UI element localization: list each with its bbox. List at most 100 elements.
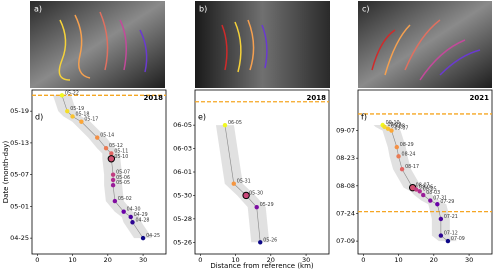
data-point xyxy=(110,183,116,188)
data-point xyxy=(110,177,116,183)
panel-label: a) xyxy=(34,5,42,14)
y-tick-label: 05-13 xyxy=(10,139,29,147)
panel-label: e) xyxy=(198,113,206,122)
uncertainty-band xyxy=(52,95,153,239)
x-tick-label: 10 xyxy=(231,256,239,264)
point-label: 08-07 xyxy=(416,183,430,189)
chart-panel: 0 10 20 3007-0907-2408-0808-2309-0709-1009-… xyxy=(336,89,493,264)
point-label: 08-17 xyxy=(405,164,419,170)
y-tick-label: 05-01 xyxy=(10,202,29,210)
point-label: 05-12 xyxy=(109,143,123,149)
data-point xyxy=(231,181,236,186)
data-point xyxy=(421,192,426,198)
image-a: a) xyxy=(30,1,165,88)
point-label: 05-11 xyxy=(114,148,128,154)
y-tick-label: 07-09 xyxy=(336,237,355,245)
point-label: 06-05 xyxy=(228,120,242,126)
point-label: 08-29 xyxy=(400,142,414,148)
point-label: 05-02 xyxy=(118,196,132,202)
point-label: 05-07 xyxy=(116,170,130,176)
data-point xyxy=(435,202,440,207)
point-label: 04-28 xyxy=(136,217,150,223)
point-label: 05-17 xyxy=(84,117,98,123)
data-point xyxy=(130,220,135,225)
chart-panel: 0 10 20 30 05-26 05-28 05-30 06-01 06-03 06-05 06-… xyxy=(173,89,330,270)
point-label: 04-29 xyxy=(134,212,148,218)
x-tick-label: 0 xyxy=(35,256,39,264)
point-label: 08-03 xyxy=(426,190,440,196)
data-point xyxy=(65,108,70,114)
point-label: 07-21 xyxy=(444,214,458,220)
y-tick-label: 05-30 xyxy=(173,191,192,199)
data-point xyxy=(79,119,84,124)
x-tick-label: 10 xyxy=(394,256,402,264)
data-point xyxy=(103,145,109,151)
point-label: 08-06 xyxy=(419,185,433,191)
data-point xyxy=(445,238,451,244)
y-tick-label: 08-08 xyxy=(336,182,355,190)
data-point xyxy=(394,144,399,150)
plot-area xyxy=(357,89,493,255)
x-tick-label: 10 xyxy=(68,256,76,264)
point-label: 08-24 xyxy=(402,151,416,157)
trend-line xyxy=(61,95,144,239)
point-label: 05-06 xyxy=(116,175,130,181)
data-point xyxy=(413,187,419,192)
y-tick-label: 09-07 xyxy=(336,127,355,135)
x-tick-label: 0 xyxy=(361,256,365,264)
y-tick-label: 08-23 xyxy=(336,154,355,162)
data-point xyxy=(128,214,133,220)
point-label: 07-12 xyxy=(444,231,458,237)
point-label: 05-31 xyxy=(237,179,251,185)
x-tick-label: 0 xyxy=(198,256,202,264)
panel-label: b) xyxy=(199,5,207,14)
data-point xyxy=(417,189,422,194)
point-label: 07-29 xyxy=(440,199,454,205)
point-label: 05-26 xyxy=(263,237,277,243)
data-point xyxy=(438,216,444,222)
y-tick-label: 06-05 xyxy=(173,121,192,129)
chart-title: 2018 xyxy=(307,94,327,102)
point-label: 04-25 xyxy=(146,233,160,239)
data-point xyxy=(428,198,433,203)
y-tick-label: 05-07 xyxy=(10,171,29,179)
data-point xyxy=(396,154,401,159)
point-label: 09-07 xyxy=(395,126,409,132)
point-label: 05-14 xyxy=(100,133,114,139)
panel-label: f) xyxy=(361,113,367,122)
data-point xyxy=(112,198,118,204)
y-tick-label: 05-28 xyxy=(173,215,192,223)
image-b: b) xyxy=(195,1,330,88)
point-label: 09-08 xyxy=(391,124,405,130)
data-point xyxy=(59,93,65,98)
point-label: 05-30 xyxy=(249,190,263,196)
x-tick-label: 30 xyxy=(302,256,310,264)
point-label: 05-18 xyxy=(76,111,90,117)
panel-label: c) xyxy=(362,5,370,14)
data-point xyxy=(222,122,228,128)
y-axis-label: Date (month-day) xyxy=(2,140,10,203)
y-tick-label: 05-26 xyxy=(173,238,192,246)
data-point xyxy=(70,114,75,119)
data-point xyxy=(399,167,405,172)
data-point xyxy=(382,124,387,130)
data-point xyxy=(95,135,100,140)
data-point xyxy=(242,191,250,200)
point-label: 05-29 xyxy=(260,202,274,208)
y-tick-label: 05-19 xyxy=(10,107,29,115)
point-label: 07-09 xyxy=(451,236,465,242)
data-point xyxy=(385,126,391,131)
data-point xyxy=(140,235,146,241)
y-tick-label: 06-01 xyxy=(173,168,192,176)
data-point xyxy=(254,204,259,210)
x-tick-label: 20 xyxy=(267,256,275,264)
point-label: 05-10 xyxy=(114,154,128,160)
data-point xyxy=(109,151,114,156)
data-point xyxy=(389,128,394,133)
data-point xyxy=(438,233,444,238)
point-label: 09-09 xyxy=(387,122,401,128)
y-tick-label: 04-25 xyxy=(10,234,29,242)
point-label: 05-22 xyxy=(65,90,79,96)
